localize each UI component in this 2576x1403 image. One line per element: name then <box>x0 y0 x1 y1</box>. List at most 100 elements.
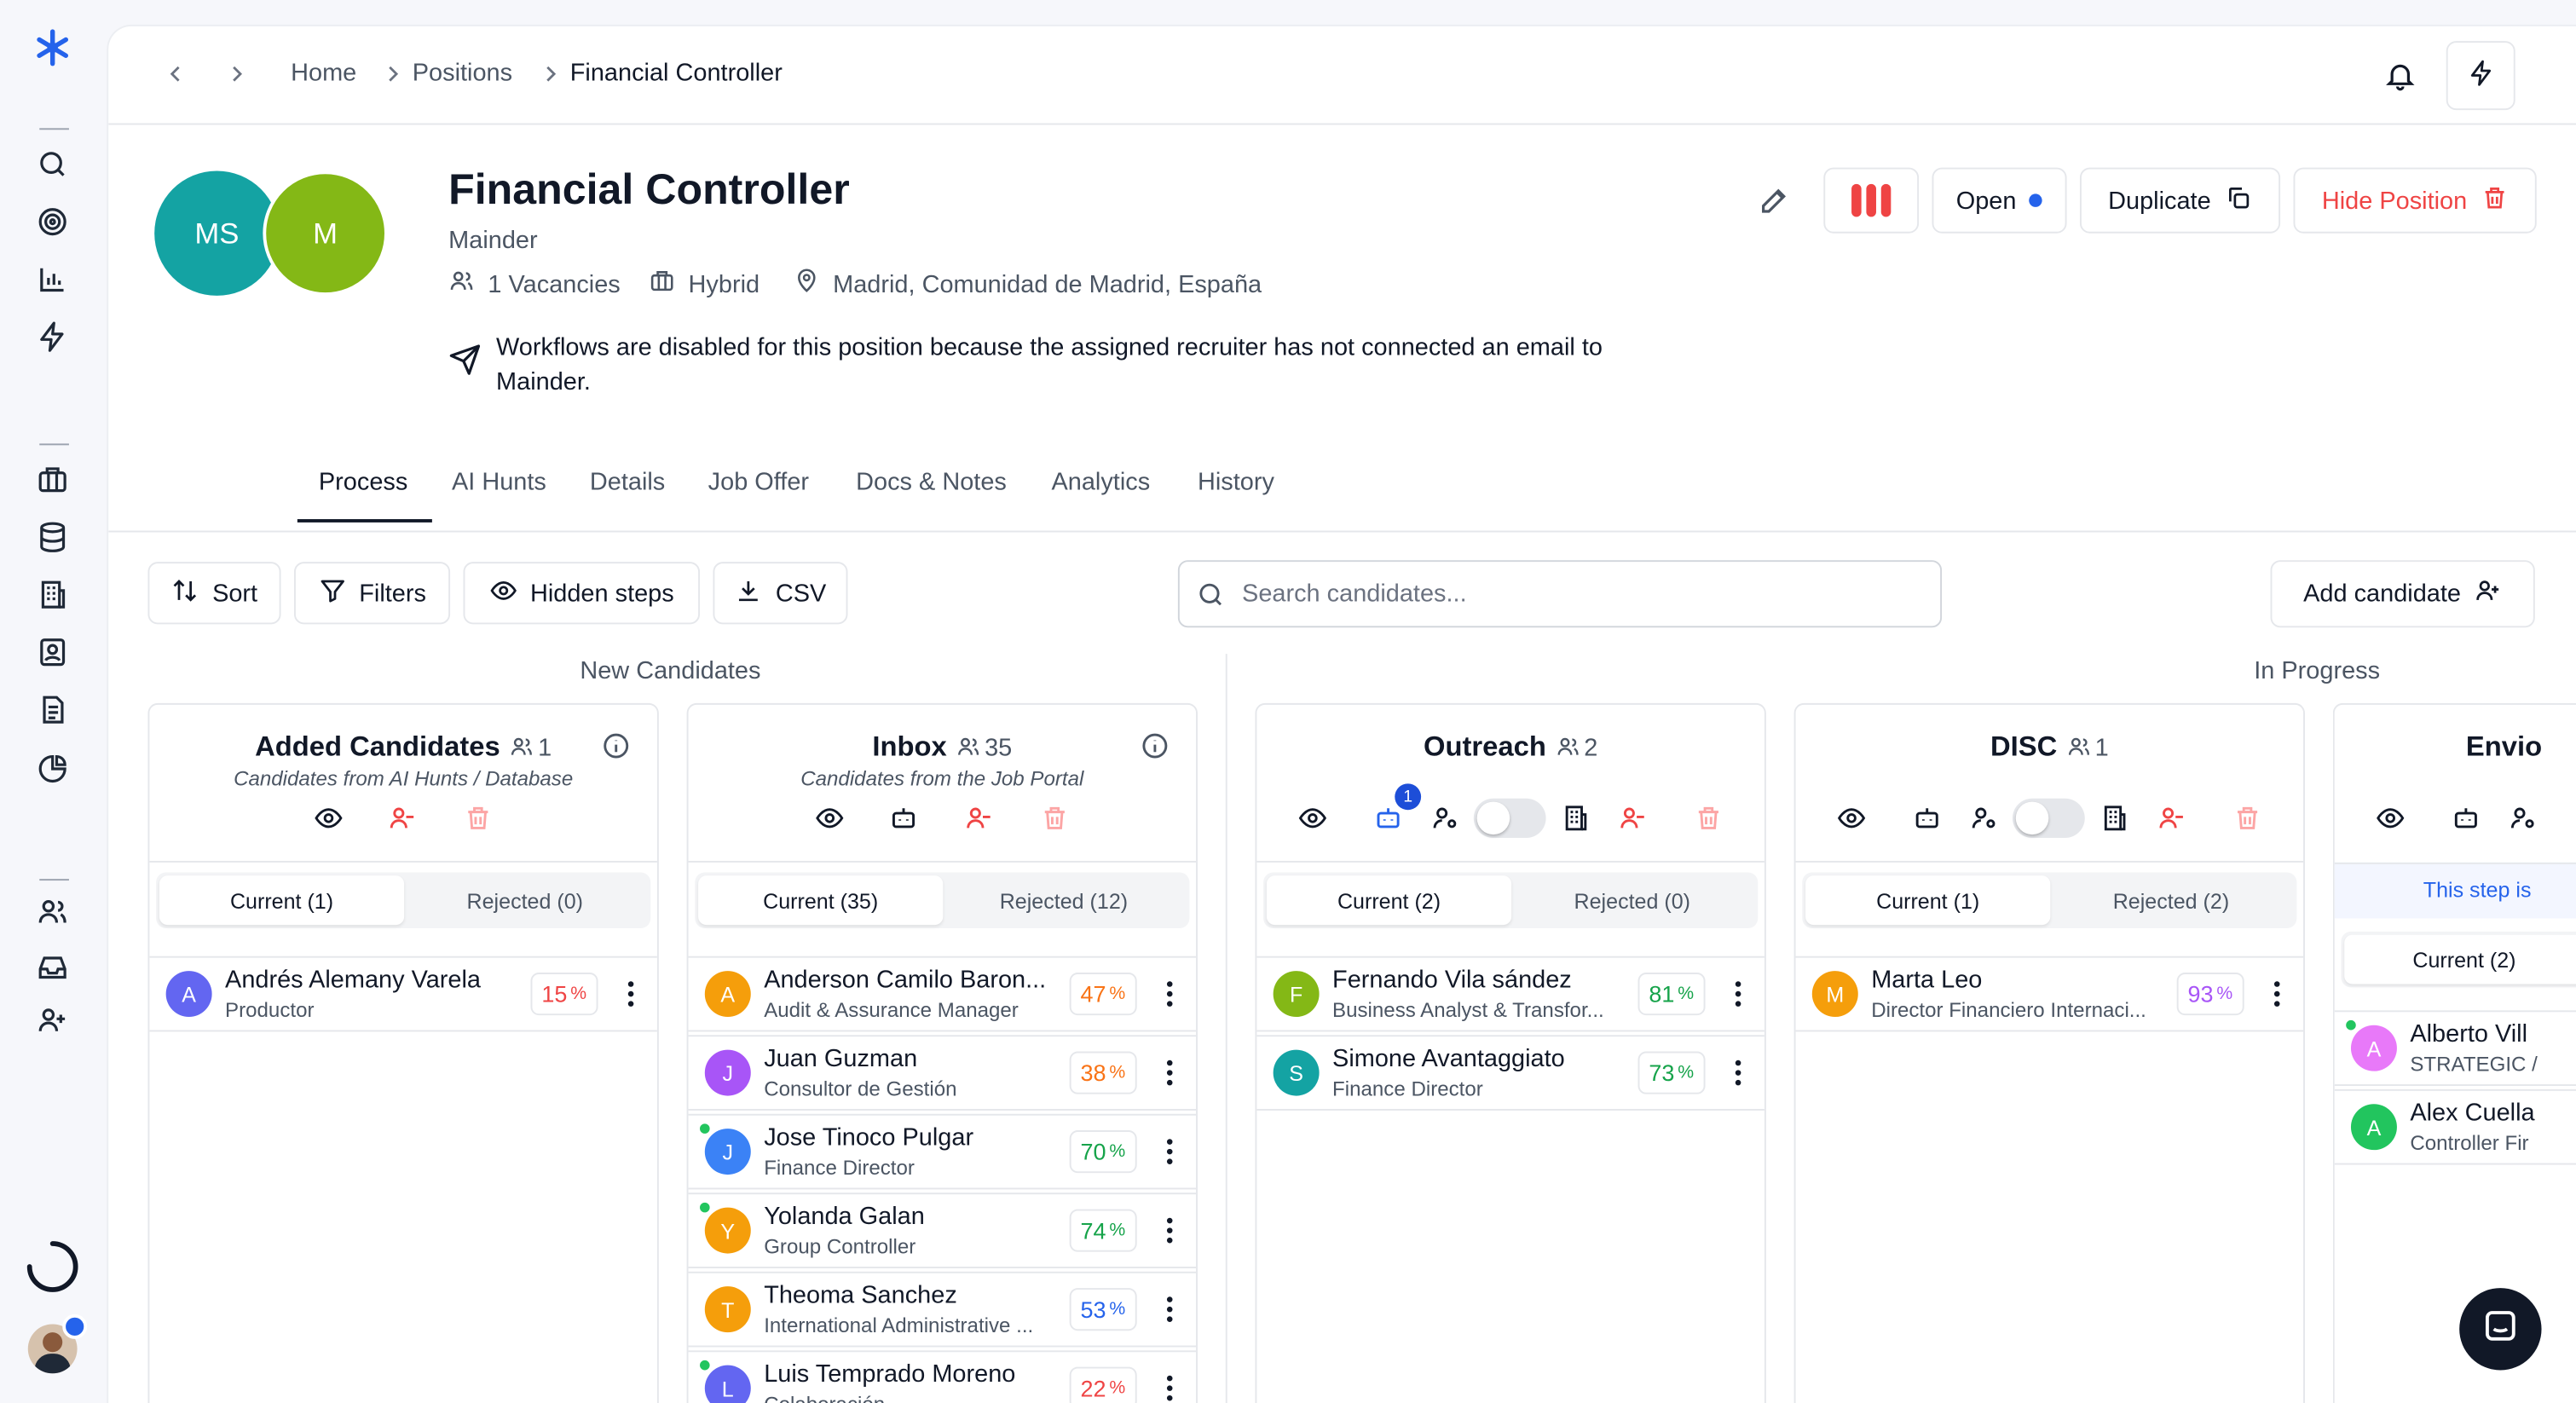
trash-icon[interactable] <box>2232 803 2262 833</box>
edit-pencil-icon[interactable] <box>1758 184 1791 217</box>
more-options-icon[interactable] <box>1166 1296 1173 1326</box>
search-icon[interactable] <box>36 147 69 181</box>
more-options-icon[interactable] <box>1166 1059 1173 1089</box>
step-toggle[interactable] <box>2012 798 2085 838</box>
search-candidates-box[interactable] <box>1177 560 1943 628</box>
current-tab[interactable]: Current (1) <box>159 875 405 926</box>
user-plus-icon[interactable] <box>36 1004 69 1037</box>
candidate-card[interactable]: S Simone Avantaggiato Finance Director 73% <box>1256 1035 1765 1111</box>
building-icon[interactable] <box>36 578 69 611</box>
more-options-icon[interactable] <box>2273 981 2280 1011</box>
candidate-name[interactable]: Marta Leo <box>1871 966 1983 995</box>
document-icon[interactable] <box>36 693 69 726</box>
robot-icon[interactable] <box>889 803 919 833</box>
users-icon[interactable] <box>36 895 69 928</box>
search-candidates-input[interactable] <box>1242 580 1899 609</box>
status-open-button[interactable]: Open <box>1932 167 2067 234</box>
more-options-icon[interactable] <box>1735 1059 1741 1089</box>
back-arrow-icon[interactable] <box>165 62 188 85</box>
more-options-icon[interactable] <box>1166 1217 1173 1247</box>
candidate-name[interactable]: Alex Cuella <box>2410 1099 2535 1128</box>
pie-chart-icon[interactable] <box>36 753 69 786</box>
rejected-tab[interactable]: Rejected (0) <box>466 887 584 913</box>
candidate-name[interactable]: Jose Tinoco Pulgar <box>764 1123 974 1152</box>
user-remove-icon[interactable] <box>1618 803 1648 833</box>
current-tab[interactable]: Current (1) <box>1805 875 2051 926</box>
tab-details[interactable]: Details <box>589 468 666 497</box>
breadcrumb-home[interactable]: Home <box>291 59 357 88</box>
candidate-card[interactable]: L Luis Temprado Moreno Colaboración 22% <box>688 1350 1197 1403</box>
info-icon[interactable] <box>601 731 631 761</box>
rejected-tab[interactable]: Rejected (12) <box>999 887 1129 913</box>
duplicate-button[interactable]: Duplicate <box>2079 167 2281 234</box>
tab-job-offer[interactable]: Job Offer <box>708 468 810 497</box>
eye-icon[interactable] <box>1298 803 1328 833</box>
more-options-icon[interactable] <box>627 981 634 1011</box>
candidate-card[interactable]: Y Yolanda Galan Group Controller 74% <box>688 1192 1197 1268</box>
candidate-name[interactable]: Fernando Vila sández <box>1332 966 1572 995</box>
more-options-icon[interactable] <box>1166 1139 1173 1169</box>
candidate-card[interactable]: A Alex Cuella Controller Fir <box>2334 1088 2576 1165</box>
rejected-tab[interactable]: Rejected (0) <box>1574 887 1691 913</box>
step-toggle[interactable] <box>1473 798 1546 838</box>
rejected-tab[interactable]: Rejected (2) <box>2112 887 2230 913</box>
user-key-icon[interactable] <box>2509 803 2538 833</box>
more-options-icon[interactable] <box>1166 981 1173 1011</box>
csv-button[interactable]: CSV <box>713 562 848 625</box>
candidate-card[interactable]: J Jose Tinoco Pulgar Finance Director 70% <box>688 1113 1197 1190</box>
robot-icon[interactable] <box>2452 803 2481 833</box>
candidate-name[interactable]: Simone Avantaggiato <box>1332 1044 1565 1073</box>
candidate-card[interactable]: A Andrés Alemany Varela Productor 15% <box>149 956 657 1032</box>
candidate-name[interactable]: Luis Temprado Moreno <box>764 1360 1016 1389</box>
eye-icon[interactable] <box>314 803 344 833</box>
more-options-icon[interactable] <box>1735 981 1741 1011</box>
building-icon[interactable] <box>2099 803 2129 833</box>
database-icon[interactable] <box>36 521 69 554</box>
trash-icon[interactable] <box>1694 803 1724 833</box>
robot-icon[interactable] <box>1373 803 1403 833</box>
candidate-card[interactable]: M Marta Leo Director Financiero Internaci.… <box>1795 956 2304 1032</box>
filters-button[interactable]: Filters <box>293 562 451 625</box>
hide-position-button[interactable]: Hide Position <box>2293 167 2537 234</box>
tab-process[interactable]: Process <box>318 468 408 497</box>
candidate-card[interactable]: A Anderson Camilo Baron... Audit & Assuran… <box>688 956 1197 1032</box>
tab-history[interactable]: History <box>1198 468 1274 497</box>
bolt-icon[interactable] <box>36 320 69 354</box>
candidate-name[interactable]: Anderson Camilo Baron... <box>764 966 1047 995</box>
current-tab[interactable]: Current (35) <box>698 875 944 926</box>
briefcase-icon[interactable] <box>36 464 69 497</box>
forward-arrow-icon[interactable] <box>225 62 248 85</box>
current-tab[interactable]: Current (2) <box>1266 875 1512 926</box>
user-remove-icon[interactable] <box>964 803 994 833</box>
user-key-icon[interactable] <box>1970 803 2000 833</box>
bar-chart-icon[interactable] <box>36 263 69 296</box>
add-candidate-button[interactable]: Add candidate <box>2270 560 2535 628</box>
candidate-card[interactable]: J Juan Guzman Consultor de Gestión 38% <box>688 1035 1197 1111</box>
hidden-steps-button[interactable]: Hidden steps <box>463 562 701 625</box>
quick-actions-button[interactable] <box>2446 41 2515 111</box>
candidate-name[interactable]: Alberto Vill <box>2410 1019 2528 1048</box>
current-tab[interactable]: Current (2) <box>2344 934 2576 984</box>
more-options-icon[interactable] <box>1166 1375 1173 1403</box>
user-key-icon[interactable] <box>1431 803 1461 833</box>
building-icon[interactable] <box>1561 803 1591 833</box>
breadcrumb-positions[interactable]: Positions <box>412 59 513 88</box>
candidate-name[interactable]: Yolanda Galan <box>764 1202 925 1231</box>
info-icon[interactable] <box>1141 731 1170 761</box>
chat-launcher-button[interactable] <box>2459 1288 2542 1371</box>
candidate-name[interactable]: Juan Guzman <box>764 1044 918 1073</box>
eye-icon[interactable] <box>1837 803 1867 833</box>
candidate-card[interactable]: A Alberto Vill STRATEGIC / <box>2334 1010 2576 1087</box>
pipeline-view-button[interactable] <box>1823 167 1920 234</box>
contact-card-icon[interactable] <box>36 636 69 669</box>
tab-analytics[interactable]: Analytics <box>1051 468 1151 497</box>
candidate-name[interactable]: Theoma Sanchez <box>764 1281 957 1310</box>
robot-icon[interactable] <box>1912 803 1942 833</box>
trash-icon[interactable] <box>463 803 493 833</box>
inbox-icon[interactable] <box>36 951 69 984</box>
target-icon[interactable] <box>36 205 69 239</box>
user-remove-icon[interactable] <box>388 803 418 833</box>
candidate-card[interactable]: T Theoma Sanchez International Administrat… <box>688 1271 1197 1348</box>
user-remove-icon[interactable] <box>2157 803 2187 833</box>
flower-logo-icon[interactable] <box>32 26 74 69</box>
